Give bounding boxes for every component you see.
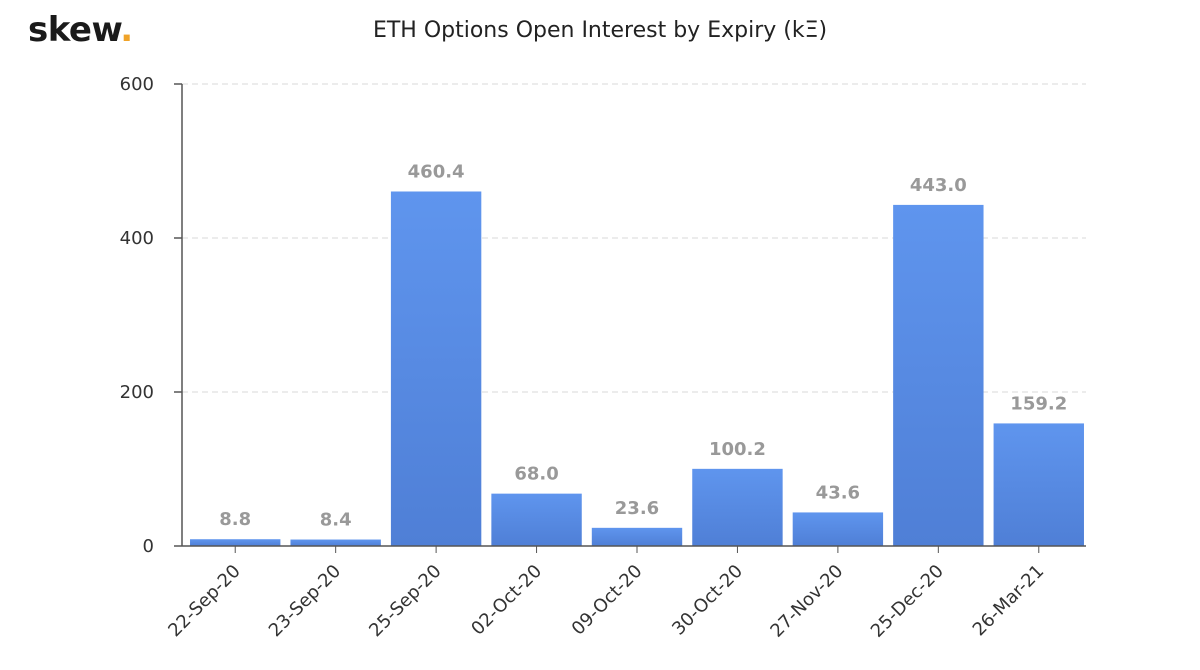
x-tick-label: 23-Sep-20 (265, 561, 345, 641)
brand-name: skew (28, 10, 121, 50)
data-label: 443.0 (910, 175, 967, 196)
x-tick-label: 09-Oct-20 (568, 561, 647, 640)
y-tick-label: 0 (143, 536, 154, 557)
bar (792, 512, 884, 546)
chart-title: ETH Options Open Interest by Expiry (kΞ) (372, 18, 828, 43)
bar (692, 468, 783, 546)
bar (893, 204, 984, 546)
x-tick-label: 30-Oct-20 (668, 561, 747, 640)
x-tick-label: 27-Nov-20 (766, 561, 847, 642)
brand-dot: . (120, 10, 133, 50)
brand-logo: skew. (28, 10, 133, 50)
x-tick-label: 02-Oct-20 (467, 561, 546, 640)
x-tick-label: 22-Sep-20 (164, 561, 244, 641)
y-tick-label: 600 (120, 74, 154, 95)
data-label: 159.2 (1010, 393, 1067, 414)
data-label: 8.8 (219, 509, 251, 530)
bar (993, 423, 1084, 546)
data-label: 460.4 (408, 161, 465, 182)
data-label: 23.6 (615, 498, 659, 519)
y-tick-label: 200 (120, 382, 154, 403)
bar (491, 493, 582, 546)
data-label: 8.4 (320, 510, 352, 531)
x-tick-label: 25-Dec-20 (867, 561, 948, 642)
bar (591, 527, 683, 546)
data-label: 43.6 (816, 482, 860, 503)
bar (290, 539, 381, 546)
x-tick-label: 26-Mar-21 (969, 561, 1049, 641)
x-tick-label: 25-Sep-20 (365, 561, 445, 641)
data-label: 68.0 (514, 464, 558, 485)
bar (190, 539, 281, 546)
y-tick-label: 400 (120, 228, 154, 249)
bar (390, 191, 482, 546)
data-label: 100.2 (709, 439, 766, 460)
